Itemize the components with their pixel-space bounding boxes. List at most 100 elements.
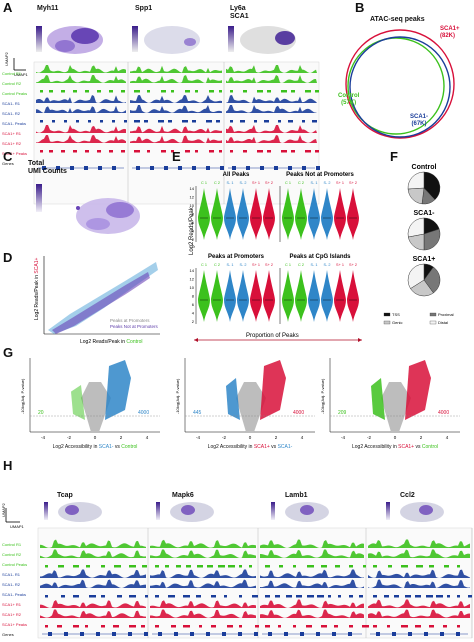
volcano-xtick: -2 bbox=[67, 435, 71, 440]
panel-e-group-label: S- 1 bbox=[311, 181, 318, 185]
track-label-control-r1: Control R1 bbox=[2, 71, 22, 76]
coverage-track bbox=[368, 609, 470, 618]
panel-a-umap-1 bbox=[36, 26, 103, 54]
peak-block bbox=[73, 90, 77, 93]
violin bbox=[224, 188, 236, 240]
panel-e-group-label: C 1 bbox=[201, 263, 207, 267]
peak-block bbox=[195, 150, 198, 153]
panel-h-umap-y-label: UMAP2 bbox=[1, 502, 6, 517]
panel-label-c: C bbox=[3, 149, 13, 164]
track-label-control-peaks: Control Peaks bbox=[2, 91, 28, 96]
peak-block bbox=[101, 625, 105, 628]
track-label-sca1p-r1: SCA1+ R1 bbox=[2, 131, 22, 136]
coverage-track bbox=[40, 569, 146, 578]
gene-exon bbox=[70, 166, 74, 170]
peak-block bbox=[218, 565, 225, 568]
volcano-right-count: 4000 bbox=[138, 410, 149, 416]
panel-a-track-labels: Control R1 Control R2 Control Peaks SCA1… bbox=[2, 71, 36, 171]
panel-e-group-label: S+ 2 bbox=[349, 181, 357, 185]
panel-label-e: E bbox=[172, 149, 181, 164]
peak-block bbox=[109, 150, 113, 153]
peak-block bbox=[468, 595, 472, 598]
panel-b-title: ATAC-seq peaks bbox=[370, 16, 425, 23]
volcano-xtick: 0 bbox=[249, 435, 252, 440]
panel-b-sca1plus-label: SCA1+ (82K) bbox=[440, 26, 460, 40]
peak-block bbox=[64, 120, 67, 123]
peak-block bbox=[219, 150, 222, 153]
pie-legend-label: TSS bbox=[392, 312, 400, 317]
h-track-label-control-r1: Control R1 bbox=[2, 542, 22, 547]
violin bbox=[282, 270, 294, 322]
panel-e-group-label: S+ 1 bbox=[252, 263, 260, 267]
peak-block bbox=[171, 625, 176, 628]
gene-exon bbox=[260, 166, 264, 170]
peak-block bbox=[134, 90, 140, 93]
gene-exon bbox=[80, 632, 84, 636]
gene-exon bbox=[456, 632, 460, 636]
peak-block bbox=[129, 565, 136, 568]
panel-h-umap bbox=[44, 502, 102, 522]
peak-block bbox=[183, 625, 190, 628]
peak-block bbox=[168, 120, 172, 123]
peak-block bbox=[109, 90, 113, 93]
peak-block bbox=[183, 595, 190, 598]
violin bbox=[321, 270, 333, 322]
panel-label-b: B bbox=[355, 0, 365, 15]
violin bbox=[295, 188, 307, 240]
panel-e-ytick: 12 bbox=[190, 195, 195, 200]
panel-d-scatter: Peaks at Promoters Peaks Not at Promoter… bbox=[34, 256, 160, 345]
volcano-left-count: 445 bbox=[193, 410, 202, 416]
panel-e-group-label: S+ 2 bbox=[265, 263, 273, 267]
violin bbox=[282, 188, 294, 240]
gene-exon bbox=[254, 632, 258, 636]
peak-block bbox=[293, 625, 296, 628]
panel-e-group-label: S- 2 bbox=[240, 181, 247, 185]
gene-exon bbox=[232, 166, 236, 170]
peak-block bbox=[315, 90, 319, 93]
peak-block bbox=[211, 625, 216, 628]
peak-block bbox=[265, 565, 270, 568]
panel-c-title-line2: UMI Counts bbox=[28, 168, 67, 175]
coverage-track bbox=[130, 65, 222, 73]
peak-block bbox=[155, 595, 159, 598]
gene-exon bbox=[376, 632, 380, 636]
peak-block bbox=[254, 120, 257, 123]
peak-block bbox=[278, 625, 281, 628]
panel-e-group-label: S- 1 bbox=[311, 263, 318, 267]
volcano-xtick: -4 bbox=[341, 435, 345, 440]
volcano-xtick: -2 bbox=[222, 435, 226, 440]
peak-block bbox=[186, 565, 191, 568]
volcano-nonsig bbox=[381, 382, 411, 432]
panel-a-gene-title-2: Spp1 bbox=[135, 5, 153, 12]
peak-block bbox=[88, 120, 91, 123]
peak-block bbox=[197, 565, 203, 568]
peak-block bbox=[293, 565, 296, 568]
panel-e-group-label: S- 1 bbox=[227, 263, 234, 267]
track-label-sca1m-r2: SCA1- R2 bbox=[2, 111, 21, 116]
peak-block bbox=[349, 595, 353, 598]
panel-e-ylabel: Log2 Reads/Peak bbox=[189, 206, 195, 255]
peak-block bbox=[291, 90, 295, 93]
panel-c-umap bbox=[36, 184, 140, 234]
volcano-down bbox=[226, 378, 240, 420]
violin bbox=[347, 270, 359, 322]
h-track-label-sca1m-r1: SCA1- R1 bbox=[2, 572, 21, 577]
panel-h-umap-axes: UMAP2 UMAP1 bbox=[1, 502, 25, 529]
panel-label-f: F bbox=[390, 149, 398, 164]
track-label-sca1m-r1: SCA1- R1 bbox=[2, 101, 21, 106]
peak-block bbox=[359, 595, 363, 598]
peak-block bbox=[286, 595, 292, 598]
peak-block bbox=[252, 595, 258, 598]
peak-block bbox=[239, 625, 242, 628]
peak-block bbox=[387, 625, 390, 628]
pie-slice bbox=[423, 171, 441, 201]
peak-block bbox=[349, 625, 353, 628]
peak-block bbox=[444, 565, 449, 568]
peak-block bbox=[447, 595, 450, 598]
panel-e-subplot: Peaks at Promoters 14 12 10 8 6 4 2 C 1 C 2 S- 1 S-… bbox=[190, 254, 275, 324]
panel-e-group-label: C 2 bbox=[214, 263, 220, 267]
panel-e-group-label: C 1 bbox=[201, 181, 207, 185]
peak-block bbox=[317, 595, 324, 598]
peak-block bbox=[97, 90, 101, 93]
peak-block bbox=[275, 595, 280, 598]
